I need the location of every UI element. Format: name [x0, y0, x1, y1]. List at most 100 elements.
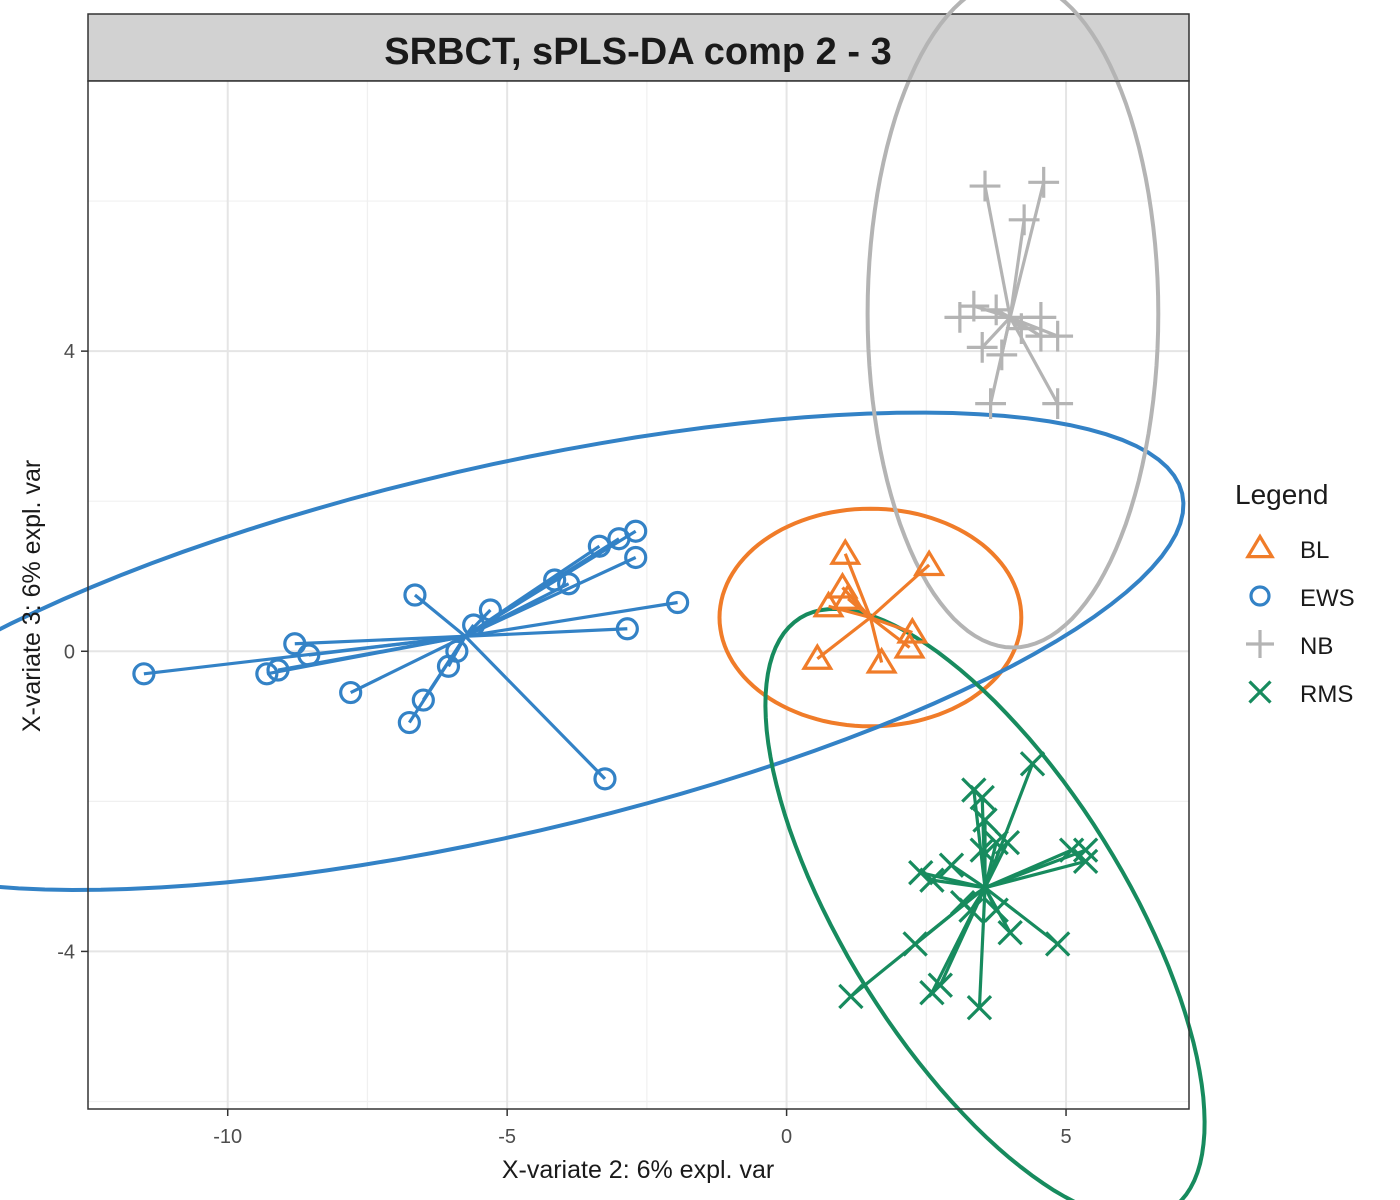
ews-ellipse	[0, 410, 1186, 893]
ews-star-line	[349, 634, 466, 694]
plot-border	[87, 80, 1190, 1110]
nb-point	[1028, 166, 1060, 198]
nb-star-line	[1008, 219, 1026, 318]
centroid-star-lines	[143, 181, 1087, 1008]
rms-point	[958, 897, 984, 923]
nb-star-line	[1008, 181, 1046, 318]
x-tick-label: 5	[1060, 1126, 1071, 1148]
ews-star-line	[308, 634, 466, 657]
grid-minor-lines	[88, 81, 1189, 1109]
rms-point	[969, 837, 995, 863]
ews-star-line	[465, 627, 628, 638]
x-axis-ticks: -10 -5 0 5	[213, 1109, 1072, 1148]
ews-star-line	[464, 635, 607, 780]
rms-point	[1072, 848, 1099, 875]
ews-star-line	[294, 634, 466, 646]
rms-point	[983, 897, 1009, 923]
legend-ews-label: EWS	[1300, 585, 1355, 612]
rms-point	[1019, 751, 1046, 777]
ews-point	[397, 710, 421, 735]
ews-point	[593, 767, 617, 791]
ews-point	[462, 613, 486, 637]
rms-star-line	[977, 887, 987, 1008]
bl-point	[865, 646, 898, 674]
legend-bl-icon	[1245, 533, 1275, 559]
rms-point	[1072, 837, 1099, 863]
nb-point	[944, 301, 976, 333]
y-tick-label: 0	[64, 641, 75, 663]
rms-star-line	[983, 842, 998, 889]
x-tick-label: -10	[213, 1126, 242, 1148]
bl-point	[812, 590, 845, 618]
legend-rms-icon	[1248, 680, 1272, 704]
ews-point	[666, 590, 690, 615]
bl-star-line	[816, 616, 872, 661]
bl-point	[831, 582, 865, 610]
bl-point	[801, 643, 834, 670]
rms-point	[927, 972, 953, 998]
ews-point	[255, 662, 279, 686]
rms-star-line	[983, 763, 1035, 889]
confidence-ellipses	[0, 0, 1207, 1200]
legend-ews-icon	[1249, 585, 1271, 607]
ews-point	[587, 534, 611, 558]
rms-ellipse	[763, 606, 1207, 1200]
nb-point	[980, 294, 1012, 326]
rms-point	[966, 995, 993, 1021]
rms-point	[994, 829, 1021, 856]
rms-point	[1044, 931, 1071, 957]
nb-point	[1042, 388, 1074, 420]
rms-point	[919, 867, 945, 893]
nb-point	[1005, 313, 1037, 345]
x-axis-label: X-variate 2: 6% expl. var	[502, 1156, 774, 1184]
y-axis-label: X-variate 3: 6% expl. var	[18, 460, 46, 732]
rms-star-line	[984, 848, 1087, 890]
ews-point	[624, 519, 648, 543]
ews-point	[624, 545, 648, 570]
nb-point	[986, 339, 1018, 371]
rms-point	[983, 829, 1009, 856]
nb-point	[1008, 204, 1040, 236]
y-tick-label: -4	[57, 941, 75, 963]
legend-title: Legend	[1235, 479, 1328, 510]
rms-point	[961, 777, 987, 803]
rms-point	[972, 807, 998, 833]
rms-point	[997, 919, 1023, 946]
rms-point	[938, 852, 965, 878]
y-axis-ticks: -4 0 4	[57, 341, 88, 963]
rms-star-line	[984, 859, 1087, 890]
nb-point	[1042, 320, 1074, 352]
ews-point	[615, 617, 639, 641]
nb-point	[969, 170, 1001, 202]
y-tick-label: 4	[64, 341, 75, 363]
legend-bl-label: BL	[1300, 537, 1329, 564]
rms-point	[838, 983, 864, 1010]
legend: Legend BL EWS NB RMS	[1235, 479, 1355, 708]
rms-point	[902, 931, 928, 957]
rms-star-line	[931, 878, 986, 890]
rms-star-line	[980, 850, 987, 888]
ews-point	[297, 643, 321, 667]
ews-point	[339, 680, 363, 705]
rms-point	[908, 859, 934, 886]
legend-items: BL EWS NB RMS	[1245, 533, 1355, 708]
chart-title: SRBCT, sPLS-DA comp 2 - 3	[384, 31, 891, 73]
legend-nb-icon	[1246, 630, 1274, 658]
ews-point	[445, 639, 469, 663]
bl-point	[913, 549, 946, 577]
ews-star-line	[464, 556, 637, 638]
bl-ellipse	[717, 506, 1024, 729]
rms-star-line	[984, 886, 1059, 946]
nb-star-line	[1008, 316, 1060, 405]
title-strip	[87, 13, 1190, 82]
legend-rms-label: RMS	[1300, 681, 1353, 708]
ews-point	[266, 658, 290, 682]
ews-star-line	[464, 600, 678, 638]
bl-point	[829, 537, 862, 565]
ews-point	[403, 583, 427, 607]
ews-point	[478, 598, 502, 622]
ews-point	[283, 632, 307, 656]
nb-point	[966, 331, 998, 363]
ews-point	[411, 688, 435, 712]
